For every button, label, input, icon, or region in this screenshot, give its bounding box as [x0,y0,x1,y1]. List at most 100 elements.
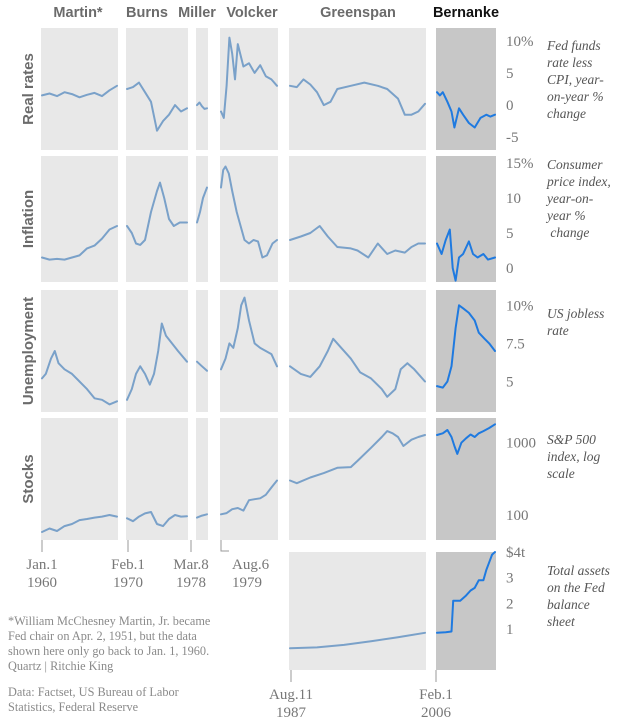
series-line-1-greenspan [289,78,426,116]
panel-description-3: US jobless rate [547,306,604,338]
series-line-3-greenspan [289,337,426,398]
panel-description-4: S&P 500 index, log scale [547,432,600,481]
y-tick-label: 3 [506,571,514,587]
panel-bg-4-bernanke [436,418,496,540]
chair-header-miller: Miller [178,5,216,21]
y-tick-label: 0 [506,98,514,114]
y-tick-label: 1 [506,622,514,638]
series-line-2-volcker [220,165,278,259]
x-ticks: Jan.1 1960 Feb.1 1970 Mar.8 1978 Aug.6 1979 Aug.… [26,540,453,720]
x-tick-year: 1978 [176,575,206,591]
x-tick-year: 1960 [27,575,57,591]
x-tick-date: Mar.8 [173,557,208,573]
description-line: Consumer [547,157,603,172]
panel-labels: Real rates Inflation Unemployment Stocks [20,53,37,503]
source: Data: Factset, US Bureau of Labor Statist… [8,685,179,714]
series-line-4-burns [126,511,188,528]
x-tick-date: Feb.1 [419,687,453,703]
source-line: Statistics, Federal Reserve [8,700,139,714]
panel-bg-3-martin [41,290,118,412]
description-line: S&P 500 [547,432,596,447]
series-line-1-martin [41,84,118,99]
series-line-2-miller [196,186,208,224]
description-line: index, log [547,449,600,464]
panel-bg-3-bernanke [436,290,496,412]
panel-bg-4-miller [196,418,208,540]
x-tick-date: Jan.1 [26,557,57,573]
y-ticks: 10% 5 0 -5 15% 10 5 0 10% 7.5 5 1000 100 $4t 3 2 1 [506,34,536,638]
panel-lines [41,36,496,650]
x-tick-date: Aug.6 [232,557,270,573]
description-line: on-year % [547,89,604,104]
source-line: Data: Factset, US Bureau of Labor [8,685,179,699]
footnote-line: shown here only go back to Jan. 1, 1960. [8,644,209,658]
panel-bg-4-greenspan [289,418,426,540]
x-tick-date: Feb.1 [111,557,145,573]
panel-bg-3-greenspan [289,290,426,412]
chair-headers: Martin* Burns Miller Volcker Greenspan Bernan… [53,5,499,21]
x-tick-year: 2006 [421,705,452,720]
description-line: US jobless [547,306,604,321]
y-tick-label: 5 [506,375,514,391]
chair-header-martin: Martin* [53,5,103,21]
description-line: rate [547,323,569,338]
series-line-2-greenspan [289,225,426,259]
y-tick-label: 5 [506,66,514,82]
description-line: CPI, year- [547,72,604,87]
series-line-2-burns [126,181,188,246]
description-line: year % [545,208,586,223]
y-tick-label: 1000 [506,436,536,452]
description-line: on the Fed [547,580,605,595]
series-line-3-burns [126,322,188,401]
panel-bg-5-greenspan [289,552,426,670]
row-label-real-rates: Real rates [20,53,37,125]
description-line: price index, [546,174,611,189]
panel-bg-3-miller [196,290,208,412]
y-tick-label: 100 [506,508,529,524]
panel-bg-2-bernanke [436,156,496,282]
chair-header-greenspan: Greenspan [320,5,396,21]
series-line-5-bernanke [436,551,496,634]
footnote-line: Fed chair on Apr. 2, 1951, but the data [8,629,197,643]
description-line: sheet [547,614,576,629]
series-line-4-miller [196,513,208,519]
description-line: change [547,106,586,121]
y-tick-label: 2 [506,596,514,612]
series-line-1-miller [196,101,208,110]
chair-header-volcker: Volcker [226,5,278,21]
panel-bg-4-martin [41,418,118,540]
y-tick-label: -5 [506,130,519,146]
panel-bg-1-martin [41,28,118,150]
row-label-unemployment: Unemployment [20,297,37,405]
series-line-4-bernanke [436,423,496,455]
y-tick-label: $4t [506,545,526,561]
panel-description-1: Fed funds rate less CPI, year-on-year % cha… [546,38,604,121]
series-line-2-bernanke [436,228,496,282]
description-line: Total assets [547,563,610,578]
panel-bg-4-volcker [220,418,278,540]
series-line-1-burns [126,81,188,132]
credit: Quartz | Ritchie King [8,659,113,673]
footnote-line: *William McChesney Martin, Jr. became [8,614,211,628]
panel-bg-1-miller [196,28,208,150]
footnote: *William McChesney Martin, Jr. became Fed… [8,614,211,658]
panel-description-5: Total assets on the Fed balance sheet [547,563,610,629]
panel-descriptions: Fed funds rate less CPI, year-on-year % cha… [545,38,611,629]
series-line-1-bernanke [436,91,496,129]
series-line-3-bernanke [436,304,496,389]
series-line-3-miller [196,360,208,372]
x-tick-date: Aug.11 [269,687,313,703]
panel-bg-1-greenspan [289,28,426,150]
x-tick-year: 1970 [113,575,143,591]
panel-bg-3-volcker [220,290,278,412]
description-line: scale [547,466,575,481]
series-line-3-martin [41,350,118,406]
y-tick-label: 15% [506,156,534,172]
panel-bg-2-burns [126,156,188,282]
panel-backgrounds [41,28,496,670]
y-tick-label: 10% [506,34,534,50]
series-line-5-greenspan [289,631,426,650]
description-line: rate less [547,55,592,70]
row-label-inflation: Inflation [20,190,37,248]
